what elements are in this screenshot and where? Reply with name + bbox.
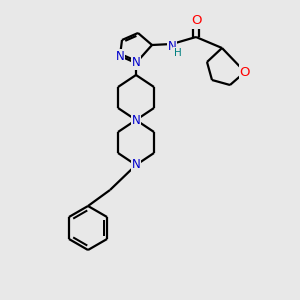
- Text: N: N: [132, 56, 140, 70]
- Text: N: N: [116, 50, 124, 62]
- Text: O: O: [240, 65, 250, 79]
- Text: N: N: [168, 40, 176, 53]
- Text: H: H: [174, 48, 182, 58]
- Text: N: N: [132, 158, 140, 172]
- Text: N: N: [132, 113, 140, 127]
- Text: O: O: [191, 14, 201, 28]
